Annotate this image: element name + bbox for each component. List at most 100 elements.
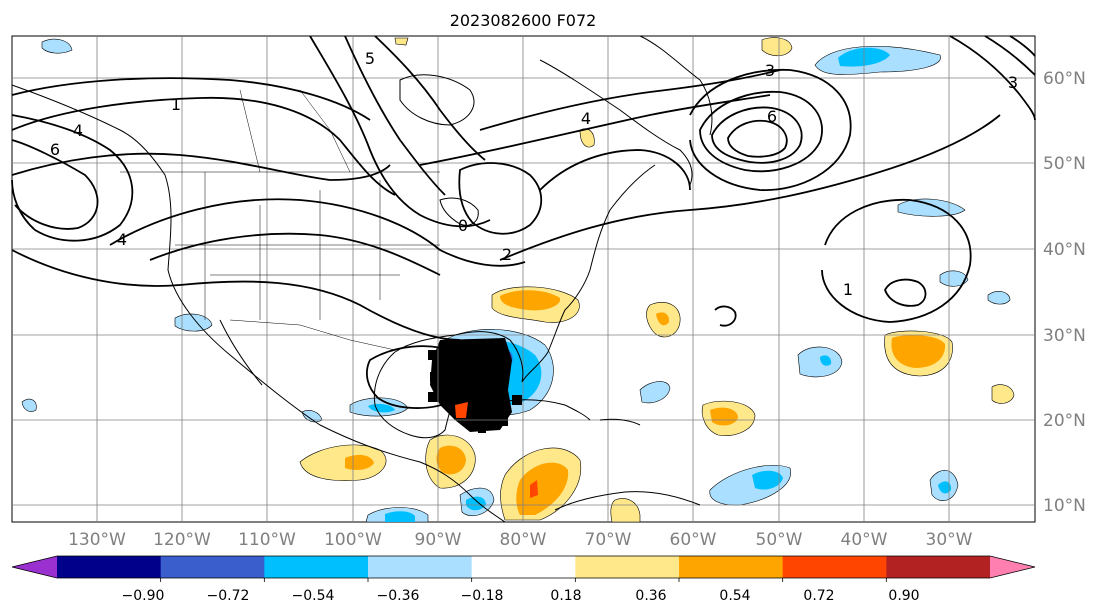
- greenland: [639, 35, 713, 136]
- anomaly-orange-atlantic-3-core: [891, 335, 946, 368]
- contour-label: 4: [73, 121, 83, 140]
- colorbar-extend-low: [12, 556, 57, 578]
- colorbar-tick-label: −0.90: [122, 588, 165, 604]
- colorbar-tick-label: 0.18: [550, 588, 581, 604]
- lat-label: 10°N: [1043, 496, 1086, 516]
- colorbar-tick-label: −0.54: [292, 588, 335, 604]
- contour-label: 2: [502, 245, 512, 264]
- colorbar-tick-label: −0.18: [461, 588, 504, 604]
- colorbar-segment: [471, 556, 576, 578]
- contour-label: 4: [581, 109, 591, 128]
- colorbar-segment: [679, 556, 784, 578]
- colorbar-extend-high: [990, 556, 1035, 578]
- contour-label: 3: [1008, 73, 1018, 92]
- lat-label: 20°N: [1043, 411, 1086, 431]
- lon-label: 80°W: [500, 530, 547, 550]
- lon-label: 130°W: [68, 530, 126, 550]
- colorbar: [11, 555, 1036, 582]
- lon-label: 120°W: [153, 530, 211, 550]
- anomaly-blue-atlantic-2: [797, 346, 843, 378]
- gulf-coast: [394, 164, 656, 383]
- lon-label: 40°W: [841, 530, 888, 550]
- contour-label: 4: [117, 230, 127, 249]
- anomaly-yellow-atlantic-4: [991, 384, 1015, 404]
- colorbar-segment: [886, 556, 991, 578]
- colorbar-tick-label: −0.36: [377, 588, 420, 604]
- anomaly-blue-atlantic-2-core: [820, 355, 832, 366]
- anomaly-orange-atlantic-2-core: [710, 407, 738, 426]
- anomaly-orange-atlantic-1-core: [656, 312, 670, 326]
- north-america-west-coast: [11, 84, 506, 523]
- anomaly-yellow-mexico: [299, 444, 387, 481]
- anomaly-blue-atlantic-4: [897, 198, 966, 217]
- colorbar-segment: [575, 556, 680, 578]
- cuba: [489, 399, 591, 421]
- anomaly-orange-southeast-core: [500, 290, 561, 311]
- lon-label: 70°W: [585, 530, 632, 550]
- coastlines: [11, 35, 713, 523]
- colorbar-segment: [368, 556, 473, 578]
- lat-label: 30°N: [1043, 326, 1086, 346]
- anomaly-orange-mexico: [345, 454, 374, 471]
- anomaly-orange-yucatan-core: [436, 445, 466, 475]
- contour-label: 6: [767, 107, 777, 126]
- lon-label: 100°W: [324, 530, 382, 550]
- lon-label: 30°W: [926, 530, 973, 550]
- latitude-axis: 10°N 20°N 30°N 40°N 50°N 60°N: [1043, 69, 1086, 516]
- anomaly-yellow-north-3: [394, 37, 409, 46]
- contour-lines: [11, 35, 1036, 409]
- colorbar-tick-label: 0.90: [888, 588, 919, 604]
- colorbar-tick-label: 0.54: [719, 588, 750, 604]
- colorbar-tick-label: 0.72: [803, 588, 834, 604]
- colorbar-segment: [782, 556, 887, 578]
- colorbar-segment: [57, 556, 162, 578]
- lat-label: 50°N: [1043, 154, 1086, 174]
- contour-label: 6: [50, 140, 60, 159]
- colorbar-tick-label: −0.72: [207, 588, 250, 604]
- hispaniola: [599, 418, 641, 426]
- lon-label: 110°W: [238, 530, 296, 550]
- colorbar-tick-label: 0.36: [635, 588, 666, 604]
- map-panel: 1 6 4 2 3 6 4 1 4 3 5 0: [11, 35, 1036, 523]
- anomaly-blue-atlantic-5: [939, 270, 969, 287]
- stipple-cluster: [430, 338, 512, 432]
- contour-label: 0: [458, 216, 468, 235]
- labrador: [539, 59, 693, 186]
- gulf-inner-coast: [373, 351, 456, 439]
- lat-label: 60°N: [1043, 69, 1086, 89]
- anomaly-blue-atlantic-1-core: [752, 470, 783, 490]
- contour-label-group: 1 6 4 2 3 6 4 1 4 3 5 0: [50, 49, 1018, 299]
- baja: [219, 319, 263, 386]
- lon-label: 50°W: [756, 530, 803, 550]
- lon-label: 60°W: [670, 530, 717, 550]
- south-america-north: [554, 491, 701, 511]
- lon-label: 90°W: [415, 530, 462, 550]
- anomaly-blue-gulf-west-core: [368, 403, 395, 413]
- anomaly-blue-atlantic-3: [639, 381, 671, 404]
- colorbar-ticks: −0.90 −0.72 −0.54 −0.36 −0.18 0.18 0.36 …: [122, 588, 920, 604]
- longitude-axis: 130°W 120°W 110°W 100°W 90°W 80°W 70°W 6…: [68, 530, 973, 550]
- colorbar-segment: [160, 556, 265, 578]
- map-title: 2023082600 F072: [450, 11, 597, 30]
- anomaly-blue-south-1-core: [385, 511, 415, 522]
- anomaly-red-gulf: [455, 402, 468, 418]
- anomaly-yellow-north-1: [761, 37, 793, 57]
- anomaly-blue-pacific-3: [21, 398, 37, 412]
- stippled-region: [428, 338, 522, 433]
- contour-label: 1: [843, 280, 853, 299]
- contour-label: 5: [365, 49, 375, 68]
- colorbar-segment: [264, 556, 369, 578]
- colorbar-outline: [11, 555, 1036, 579]
- contour-label: 3: [765, 61, 775, 80]
- anomaly-red-caribbean: [530, 480, 538, 498]
- anomaly-blue-atlantic-6: [987, 291, 1011, 305]
- contour-label: 1: [171, 95, 181, 114]
- anomaly-blue-atlantic-7-core: [938, 481, 952, 494]
- hudson-bay: [399, 74, 475, 126]
- anomaly-blue-pacific-2: [41, 38, 73, 54]
- anomaly-orange-caribbean-core: [516, 462, 569, 515]
- anomaly-blue-central-america-core: [466, 496, 486, 511]
- lat-label: 40°N: [1043, 240, 1086, 260]
- political-borders: [120, 89, 440, 351]
